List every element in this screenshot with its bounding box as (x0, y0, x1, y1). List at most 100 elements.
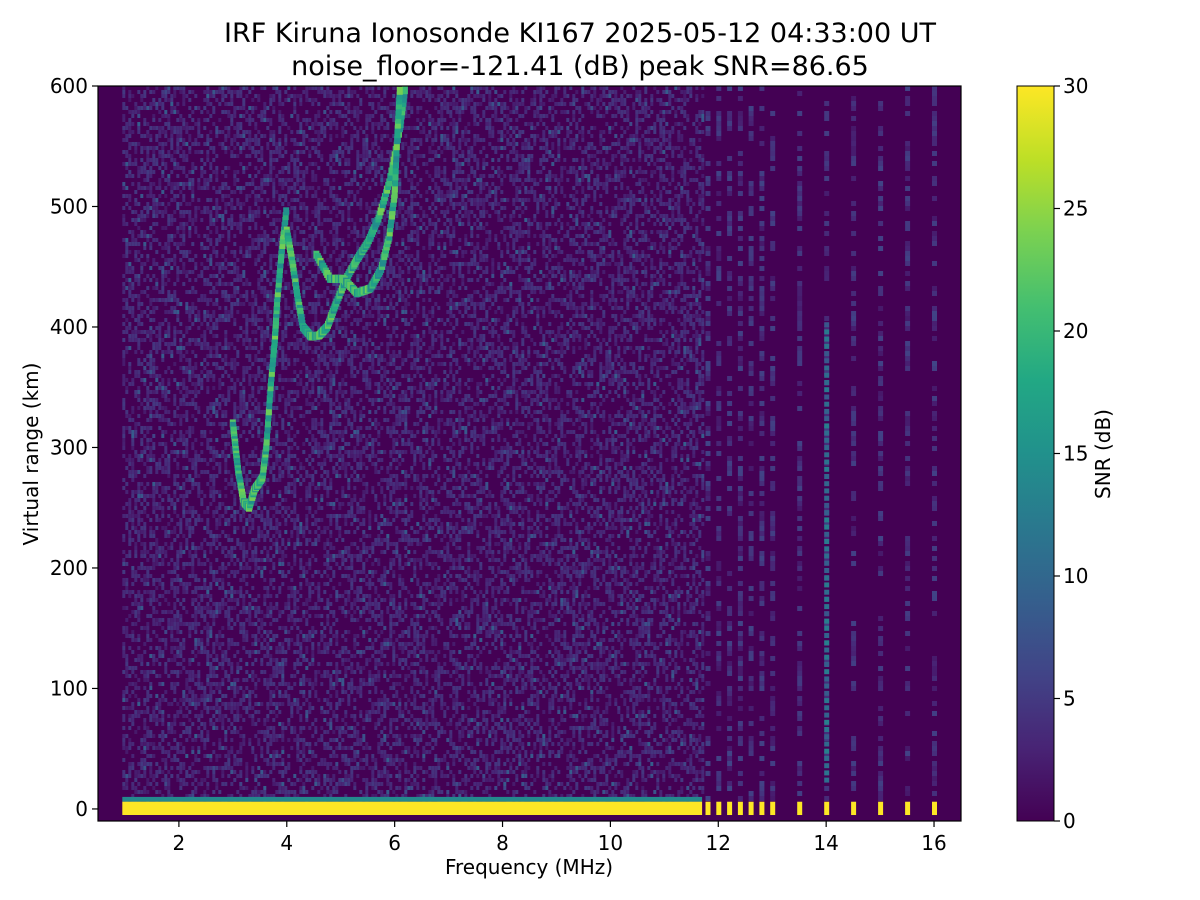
noise-cell (188, 226, 192, 230)
noise-cell (179, 614, 183, 618)
noise-cell (308, 494, 312, 498)
noise-cell (206, 322, 210, 326)
noise-cell (227, 618, 231, 622)
noise-cell (254, 498, 258, 502)
noise-cell (263, 174, 267, 178)
noise-cell (224, 610, 228, 614)
noise-cell (260, 190, 264, 194)
noise-cell (173, 686, 177, 690)
noise-cell (128, 162, 132, 166)
noise-cell (146, 294, 150, 298)
noise-cell (152, 714, 156, 718)
noise-cell (167, 342, 171, 346)
noise-cell (224, 370, 228, 374)
noise-cell (269, 130, 273, 134)
noise-cell (296, 166, 300, 170)
noise-cell (290, 410, 294, 414)
noise-cell (227, 642, 231, 646)
noise-cell (140, 290, 144, 294)
noise-cell (242, 214, 246, 218)
noise-cell (128, 634, 132, 638)
noise-cell (146, 446, 150, 450)
noise-cell (128, 242, 132, 246)
noise-cell (158, 126, 162, 130)
noise-cell (305, 758, 309, 762)
noise-cell (206, 530, 210, 534)
noise-cell (266, 182, 270, 186)
noise-cell (287, 454, 291, 458)
noise-cell (209, 694, 213, 698)
noise-cell (221, 766, 225, 770)
noise-cell (239, 578, 243, 582)
noise-cell (212, 498, 216, 502)
noise-cell (176, 702, 180, 706)
noise-cell (305, 342, 309, 346)
noise-cell (296, 374, 300, 378)
noise-cell (170, 294, 174, 298)
noise-cell (227, 202, 231, 206)
noise-cell (149, 134, 153, 138)
noise-cell (257, 318, 261, 322)
noise-cell (293, 86, 297, 90)
noise-cell (164, 762, 168, 766)
noise-cell (137, 678, 141, 682)
noise-cell (173, 290, 177, 294)
noise-cell (191, 790, 195, 794)
noise-cell (122, 358, 126, 362)
noise-cell (242, 302, 246, 306)
noise-cell (239, 746, 243, 750)
noise-cell (296, 702, 300, 706)
noise-cell (212, 302, 216, 306)
noise-cell (278, 458, 282, 462)
noise-cell (176, 638, 180, 642)
noise-cell (290, 726, 294, 730)
noise-cell (143, 230, 147, 234)
noise-cell (167, 770, 171, 774)
noise-cell (299, 706, 303, 710)
noise-cell (125, 166, 129, 170)
noise-cell (260, 486, 264, 490)
noise-cell (305, 382, 309, 386)
noise-cell (287, 694, 291, 698)
noise-cell (149, 414, 153, 418)
noise-cell (272, 198, 276, 202)
noise-cell (281, 294, 285, 298)
noise-cell (185, 430, 189, 434)
noise-cell (131, 470, 135, 474)
noise-cell (260, 286, 264, 290)
noise-cell (191, 190, 195, 194)
noise-cell (179, 542, 183, 546)
noise-cell (137, 214, 141, 218)
noise-cell (215, 350, 219, 354)
noise-cell (278, 762, 282, 766)
noise-cell (272, 390, 276, 394)
noise-cell (260, 746, 264, 750)
noise-cell (164, 758, 168, 762)
noise-cell (278, 210, 282, 214)
noise-cell (197, 606, 201, 610)
noise-cell (188, 530, 192, 534)
noise-cell (125, 670, 129, 674)
noise-cell (140, 510, 144, 514)
noise-cell (137, 710, 141, 714)
noise-cell (293, 662, 297, 666)
noise-cell (188, 718, 192, 722)
noise-cell (257, 610, 261, 614)
noise-cell (191, 302, 195, 306)
noise-cell (146, 214, 150, 218)
noise-cell (149, 526, 153, 530)
noise-cell (251, 242, 255, 246)
noise-cell (164, 298, 168, 302)
noise-cell (170, 682, 174, 686)
noise-cell (140, 262, 144, 266)
noise-cell (185, 366, 189, 370)
noise-cell (176, 206, 180, 210)
noise-cell (263, 190, 267, 194)
noise-cell (194, 374, 198, 378)
noise-cell (155, 586, 159, 590)
noise-cell (302, 774, 306, 778)
noise-cell (224, 110, 228, 114)
noise-cell (257, 98, 261, 102)
noise-cell (152, 258, 156, 262)
noise-cell (167, 486, 171, 490)
